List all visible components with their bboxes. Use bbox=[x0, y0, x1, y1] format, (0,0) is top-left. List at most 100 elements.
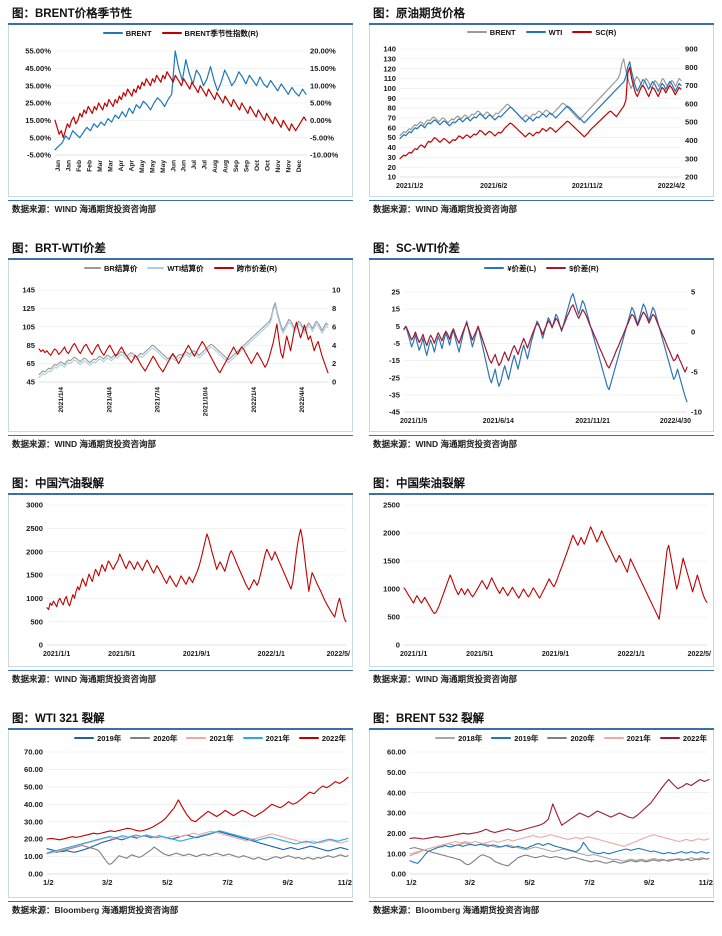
svg-text:70.00: 70.00 bbox=[24, 747, 43, 756]
svg-text:2021/5/1: 2021/5/1 bbox=[108, 651, 135, 658]
source-rule bbox=[8, 669, 353, 671]
svg-text:2022/5/: 2022/5/ bbox=[688, 651, 711, 658]
svg-text:10: 10 bbox=[388, 172, 396, 181]
svg-text:2021/1/1: 2021/1/1 bbox=[400, 651, 427, 658]
svg-text:0: 0 bbox=[332, 377, 336, 386]
svg-text:15.00%: 15.00% bbox=[25, 115, 51, 124]
svg-text:30.00: 30.00 bbox=[24, 817, 43, 826]
panel-brt-wti-spread: 图：BRT-WTI价差 BR结算价 WTI结算价 跨市价差(R) 45 65 85 1… bbox=[0, 235, 361, 470]
svg-text:2021/6/14: 2021/6/14 bbox=[483, 418, 514, 425]
source-note: 数据来源：WIND 海通期货投资咨询部 bbox=[373, 439, 518, 450]
svg-text:-5: -5 bbox=[691, 367, 699, 376]
svg-text:30.00: 30.00 bbox=[387, 808, 406, 817]
svg-text:2022/1/4: 2022/1/4 bbox=[251, 386, 258, 412]
svg-text:100: 100 bbox=[383, 84, 396, 93]
svg-text:Dec: Dec bbox=[296, 159, 303, 171]
svg-text:2021/1/2: 2021/1/2 bbox=[396, 183, 423, 190]
svg-text:2021/1/1: 2021/1/1 bbox=[43, 651, 70, 658]
panel-title: 图：BRENT价格季节性 bbox=[12, 8, 133, 20]
chart-svg: 0.00 10.00 20.00 30.00 40.00 50.00 60.00 1/2 3/2… bbox=[387, 747, 713, 887]
chart-area: BRENT WTI SC(R) 10 20 30 40 50 60 70 80 90 100 110… bbox=[369, 24, 714, 197]
title-rule bbox=[369, 258, 714, 260]
svg-text:Nov: Nov bbox=[275, 159, 282, 172]
svg-text:105: 105 bbox=[22, 322, 35, 331]
svg-text:30: 30 bbox=[388, 152, 396, 161]
panel-china-gasoline-crack: 图：中国汽油裂解 0 500 1000 1500 2000 2500 3000 2021/1/… bbox=[0, 470, 361, 705]
title-rule bbox=[8, 728, 353, 730]
title-rule bbox=[8, 23, 353, 25]
source-note: 数据来源：Bloomberg 海通期货投资咨询部 bbox=[12, 905, 179, 916]
source-rule bbox=[369, 434, 714, 436]
chart-area: 0 500 1000 1500 2000 2500 2021/1/1 2021/5/1 2021… bbox=[369, 494, 714, 667]
svg-text:Feb: Feb bbox=[76, 160, 83, 172]
svg-text:Nov: Nov bbox=[285, 159, 292, 172]
svg-text:2021/4/4: 2021/4/4 bbox=[106, 386, 113, 412]
svg-text:40: 40 bbox=[388, 143, 396, 152]
svg-text:2022/4/2: 2022/4/2 bbox=[658, 183, 685, 190]
svg-text:May: May bbox=[139, 159, 146, 172]
svg-text:2022/1/1: 2022/1/1 bbox=[258, 651, 285, 658]
chart-svg: 0.00 10.00 20.00 30.00 40.00 50.00 60.00 70.00 1… bbox=[24, 747, 352, 887]
svg-text:Jun: Jun bbox=[181, 160, 188, 172]
svg-text:Jul: Jul bbox=[191, 159, 198, 169]
svg-text:2000: 2000 bbox=[26, 547, 43, 556]
svg-text:May: May bbox=[160, 159, 167, 172]
source-note: 数据来源：WIND 海通期货投资咨询部 bbox=[12, 439, 157, 450]
chart-svg: 0 500 1000 1500 2000 2500 2021/1/1 2021/5/1 2021… bbox=[383, 500, 711, 658]
svg-text:-45: -45 bbox=[389, 407, 401, 416]
svg-text:50.00: 50.00 bbox=[24, 782, 43, 791]
svg-text:10.00: 10.00 bbox=[387, 849, 406, 858]
svg-text:1000: 1000 bbox=[26, 593, 43, 602]
svg-text:400: 400 bbox=[685, 136, 698, 145]
svg-text:55.00%: 55.00% bbox=[25, 46, 51, 55]
svg-text:20.00: 20.00 bbox=[387, 828, 406, 837]
svg-text:500: 500 bbox=[387, 612, 400, 621]
svg-text:2021/5/1: 2021/5/1 bbox=[466, 651, 493, 658]
source-rule bbox=[8, 900, 353, 902]
svg-text:2021/1/5: 2021/1/5 bbox=[400, 418, 427, 425]
svg-text:1500: 1500 bbox=[26, 570, 43, 579]
svg-text:5/2: 5/2 bbox=[162, 878, 173, 887]
svg-text:Jul: Jul bbox=[202, 159, 209, 169]
panel-title: 图：SC-WTI价差 bbox=[373, 243, 460, 255]
chart-area: BRENT BRENT季节性指数(R) -5.00% 5.00% 15.00% 25.… bbox=[8, 24, 353, 197]
svg-text:0.00: 0.00 bbox=[28, 869, 43, 878]
svg-text:Feb: Feb bbox=[87, 160, 94, 172]
source-note: 数据来源：Bloomberg 海通期货投资咨询部 bbox=[373, 905, 540, 916]
svg-text:Oct: Oct bbox=[264, 159, 271, 171]
svg-text:8: 8 bbox=[332, 304, 336, 313]
svg-text:Aug: Aug bbox=[223, 160, 230, 173]
svg-text:80: 80 bbox=[388, 103, 396, 112]
svg-text:125: 125 bbox=[22, 304, 35, 313]
chart-svg: -45 -35 -25 -15 -5 5 15 25 -10 -5 0 5 2021/1/5 2021/6… bbox=[389, 287, 702, 425]
chart-area: BR结算价 WTI结算价 跨市价差(R) 45 65 85 105 125 145 0 2 4 6… bbox=[8, 259, 353, 432]
svg-text:Apr: Apr bbox=[118, 159, 125, 171]
panel-title: 图：原油期货价格 bbox=[373, 8, 465, 20]
svg-text:65: 65 bbox=[27, 359, 36, 368]
title-rule bbox=[369, 728, 714, 730]
panel-brent-seasonality: 图：BRENT价格季节性 BRENT BRENT季节性指数(R) -5.00% 5… bbox=[0, 0, 361, 235]
svg-text:5.00%: 5.00% bbox=[310, 98, 332, 107]
panel-crude-futures-price: 图：原油期货价格 BRENT WTI SC(R) 10 20 30 40 50 60 70 8… bbox=[361, 0, 722, 235]
svg-text:600: 600 bbox=[685, 99, 698, 108]
svg-text:130: 130 bbox=[383, 54, 396, 63]
panel-sc-wti-spread: 图：SC-WTI价差 ¥价差(L) $价差(R) -45 -35 -25 -15 -5 5… bbox=[361, 235, 722, 470]
svg-text:2021/9/1: 2021/9/1 bbox=[542, 651, 569, 658]
svg-text:Mar: Mar bbox=[97, 159, 104, 171]
panel-title: 图：BRT-WTI价差 bbox=[12, 243, 106, 255]
svg-text:3000: 3000 bbox=[26, 500, 43, 509]
panel-title: 图：中国汽油裂解 bbox=[12, 478, 104, 490]
svg-text:60: 60 bbox=[388, 123, 396, 132]
chart-svg: 0 500 1000 1500 2000 2500 3000 2021/1/1 2021/5/1… bbox=[26, 500, 350, 658]
svg-text:5: 5 bbox=[691, 287, 696, 296]
svg-text:Jan: Jan bbox=[55, 160, 62, 171]
svg-text:70: 70 bbox=[388, 113, 396, 122]
svg-text:Mar: Mar bbox=[108, 159, 115, 171]
chart-svg: -5.00% 5.00% 15.00% 25.00% 35.00% 45.00% 55.00… bbox=[25, 46, 338, 173]
panel-title: 图：BRENT 532 裂解 bbox=[373, 713, 485, 725]
svg-text:1000: 1000 bbox=[383, 584, 400, 593]
svg-text:2022/5/: 2022/5/ bbox=[327, 651, 350, 658]
svg-text:5/2: 5/2 bbox=[524, 878, 535, 887]
source-note: 数据来源：WIND 海通期货投资咨询部 bbox=[12, 204, 157, 215]
svg-text:900: 900 bbox=[685, 44, 698, 53]
